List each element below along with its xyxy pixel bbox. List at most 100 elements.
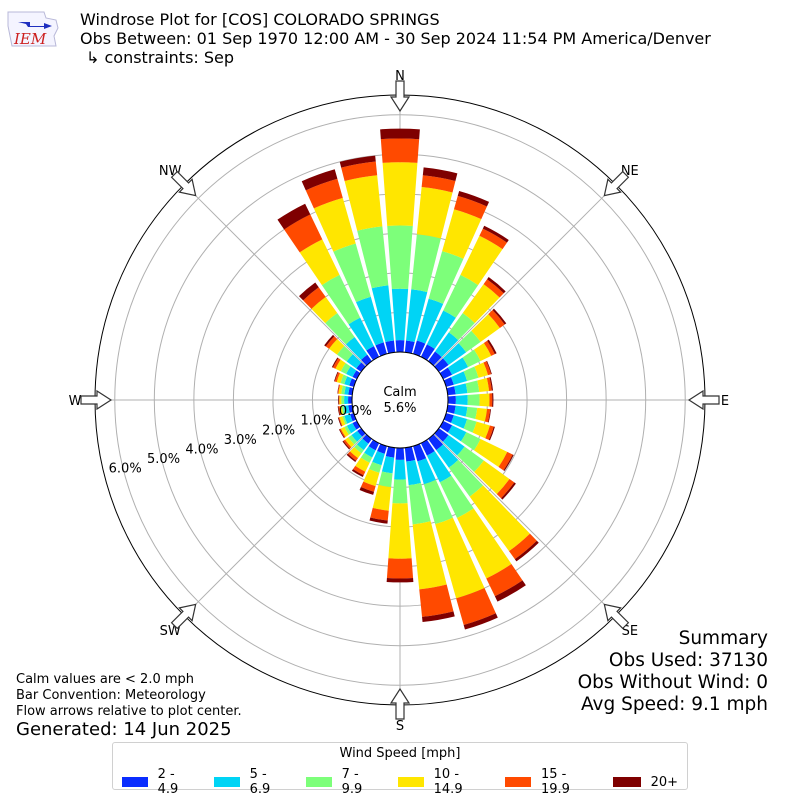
bar-300-bin-3 (335, 359, 346, 372)
bar-50-bin-5 (492, 308, 507, 325)
legend-item-2: 7 - 9.9 (305, 767, 380, 797)
bar-20-bin-5 (457, 190, 490, 207)
bar-80-bin-5 (489, 377, 493, 391)
bar-190-bin-0 (385, 446, 396, 458)
legend-item-4: 15 - 19.9 (505, 767, 594, 797)
bar-20-bin-0 (413, 340, 426, 357)
bar-240-bin-4 (339, 428, 346, 438)
bar-160-bin-2 (423, 479, 453, 525)
bar-290-bin-5 (334, 371, 339, 382)
bar-160-bin-5 (463, 613, 498, 630)
bar-70-bin-5 (486, 360, 492, 375)
bar-10-bin-2 (411, 234, 441, 293)
bar-280-bin-3 (338, 384, 343, 395)
legend-swatch (213, 777, 240, 787)
bar-90-bin-4 (489, 393, 493, 407)
bar-310-bin-2 (337, 345, 353, 362)
arrow-shape (170, 170, 197, 197)
bar-130-bin-4 (496, 478, 515, 499)
bar-60-bin-3 (474, 343, 492, 362)
bar-330-bin-2 (321, 274, 361, 325)
bar-100-bin-3 (475, 407, 488, 422)
bar-30-bin-1 (426, 310, 456, 349)
bar-270-bin-3 (339, 395, 342, 405)
legend-swatch (612, 777, 641, 787)
arrow-shape (80, 389, 113, 411)
bar-270-bin-5 (338, 395, 340, 405)
bar-70-bin-4 (483, 361, 492, 376)
bar-250-bin-0 (350, 413, 357, 422)
direction-label-w: W (69, 394, 82, 409)
calm-value: 5.6% (383, 401, 416, 416)
bar-350-bin-4 (341, 161, 378, 181)
bar-290-bin-2 (340, 374, 348, 385)
bar-90-bin-5 (492, 393, 494, 407)
bar-150-bin-4 (486, 563, 523, 597)
bar-260-bin-5 (337, 406, 341, 416)
legend-items: 2 - 4.9 5 - 6.9 7 - 9.9 10 - 14.9 15 - 19.9 2… (113, 767, 687, 797)
bar-160-bin-0 (413, 443, 427, 462)
summary-obs-without-wind: Obs Without Wind: 0 (577, 672, 768, 693)
flow-arrow-e (687, 389, 720, 411)
bar-90-bin-1 (455, 395, 468, 405)
legend-label: 15 - 19.9 (540, 767, 570, 797)
bar-110-bin-0 (443, 413, 454, 423)
bar-240-bin-2 (344, 425, 352, 435)
bar-230-bin-4 (343, 439, 352, 449)
bar-0-bin-4 (380, 138, 420, 163)
legend-item-5: 20+ (612, 775, 678, 790)
bar-220-bin-3 (349, 447, 362, 459)
radial-tick-label-4: 4.0% (185, 442, 218, 457)
bar-100-bin-2 (465, 406, 478, 420)
bar-130-bin-0 (434, 428, 449, 442)
bar-180-bin-5 (386, 577, 414, 583)
bar-150-bin-5 (494, 580, 526, 602)
bar-270-bin-2 (341, 395, 345, 405)
bar-0-bin-1 (391, 288, 409, 341)
bar-330-bin-1 (348, 317, 374, 351)
calm-circle (351, 351, 449, 449)
bar-40-bin-0 (428, 351, 442, 366)
bar-170-bin-0 (404, 446, 416, 462)
bar-170-bin-1 (406, 459, 421, 486)
bar-160-bin-4 (456, 588, 496, 625)
grid-spoke-sw (183, 433, 367, 617)
bar-150-bin-2 (439, 475, 474, 518)
bar-130-bin-1 (442, 435, 465, 456)
bar-80-bin-4 (486, 377, 492, 391)
bar-120-bin-3 (474, 438, 508, 467)
bar-220-bin-0 (362, 434, 372, 444)
legend-swatch (122, 777, 148, 787)
bar-190-bin-1 (381, 456, 395, 474)
bar-120-bin-4 (498, 451, 513, 471)
arrow-shape (603, 170, 630, 197)
bar-80-bin-1 (454, 383, 468, 395)
summary-avg-speed: Avg Speed: 9.1 mph (580, 694, 768, 715)
bar-320-bin-1 (345, 337, 368, 360)
summary-obs-used: Obs Used: 37130 (608, 650, 768, 671)
bar-120-bin-1 (447, 425, 467, 442)
bar-230-bin-3 (345, 437, 355, 448)
bar-100-bin-1 (454, 405, 468, 417)
summary-title: Summary (678, 628, 768, 649)
bar-220-bin-2 (354, 444, 364, 454)
bar-320-bin-2 (325, 312, 355, 345)
bar-290-bin-3 (336, 373, 344, 384)
bar-260-bin-4 (338, 406, 342, 416)
bar-350-bin-2 (357, 226, 389, 289)
bar-200-bin-3 (363, 469, 380, 487)
bar-90-bin-2 (467, 394, 480, 406)
grid-spoke-nw (183, 183, 367, 367)
bar-0-bin-3 (382, 162, 418, 226)
bar-140-bin-2 (448, 459, 484, 497)
bar-90-bin-0 (447, 395, 456, 405)
bar-210-bin-4 (353, 465, 366, 476)
bar-20-bin-2 (428, 251, 464, 304)
bar-320-bin-3 (311, 296, 338, 324)
flow-arrow-nw (170, 170, 197, 197)
bar-110-bin-3 (472, 421, 490, 439)
radial-tick-label-2: 2.0% (262, 423, 295, 438)
bar-260-bin-1 (343, 405, 350, 414)
bar-280-bin-4 (337, 384, 341, 394)
bar-60-bin-1 (447, 357, 469, 375)
